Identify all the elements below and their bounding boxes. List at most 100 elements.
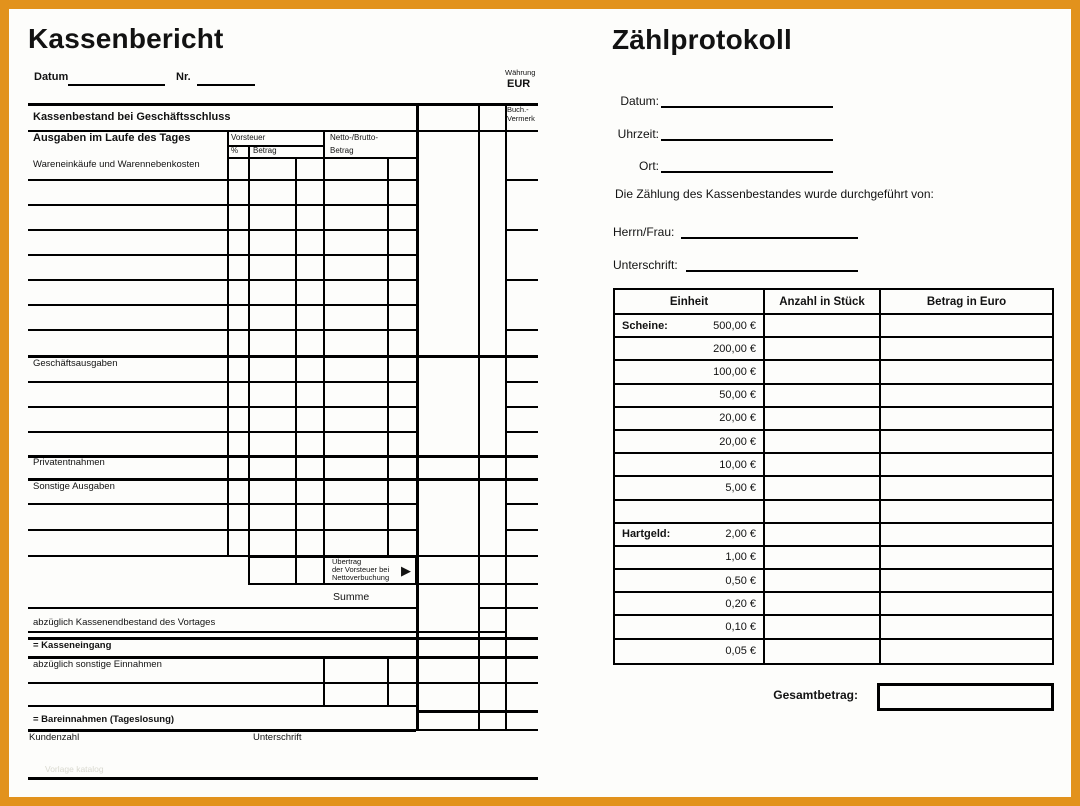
grid-line (478, 607, 538, 609)
grid-line (28, 329, 416, 331)
anzahl-cell (763, 315, 879, 337)
row-summe-label: Summe (333, 591, 370, 603)
row-denomination: 20,00 € (719, 412, 756, 425)
row-kasseneingang-label: = Kasseneingang (33, 640, 112, 651)
gesamtbetrag-box (877, 683, 1054, 711)
zp-uhrzeit-blank-line (661, 139, 833, 141)
table-row: 1,00 € (615, 546, 1052, 571)
grid-line (28, 254, 416, 256)
row-denomination: 2,00 € (725, 528, 756, 541)
grid-line (28, 304, 416, 306)
zp-intro-text: Die Zählung des Kassenbestandes wurde du… (615, 187, 934, 201)
grid-line (28, 204, 416, 206)
grid-line (28, 529, 416, 531)
row-denomination: 1,00 € (725, 551, 756, 564)
kundenzahl-label: Kundenzahl (29, 732, 80, 743)
header-anzahl: Anzahl in Stück (763, 290, 879, 313)
table-row: 50,00 € (615, 384, 1052, 408)
grid-line (28, 705, 416, 707)
anzahl-cell (763, 546, 879, 569)
row-kassenbestand-label: Kassenbestand bei Geschäftsschluss (33, 111, 231, 123)
row-denomination: 50,00 € (719, 389, 756, 402)
grid-line (248, 145, 250, 556)
grid-line (505, 381, 538, 383)
zp-herrnfrau-label: Herrn/Frau: (613, 225, 675, 239)
grid-line (505, 529, 538, 531)
row-denomination: 10,00 € (719, 458, 756, 471)
table-row: 20,00 € (615, 407, 1052, 431)
uebertrag-label-2: der Vorsteuer bei (332, 565, 390, 574)
waehrung-value: EUR (507, 78, 531, 90)
grid-line (478, 103, 480, 731)
grid-line (28, 431, 416, 433)
grid-line (505, 431, 538, 433)
grid-line (28, 478, 538, 481)
zp-unterschrift-label: Unterschrift: (613, 258, 678, 272)
header-einheit: Einheit (669, 295, 709, 308)
grid-line (416, 729, 538, 731)
grid-line (387, 157, 389, 556)
grid-line (28, 229, 416, 231)
buch-vermerk-label-2: Vermerk (507, 114, 535, 123)
grid-line (505, 103, 507, 731)
grid-line (505, 406, 538, 408)
zp-datum-label: Datum: (620, 94, 659, 108)
zp-unterschrift-blank-line (686, 270, 858, 272)
grid-line (28, 381, 416, 383)
uebertrag-label-3: Nettoverbuchung (332, 573, 390, 582)
unterschrift-label: Unterschrift (253, 732, 302, 743)
anzahl-cell (763, 616, 879, 638)
anzahl-cell (763, 454, 879, 476)
kassenbericht-title: Kassenbericht (28, 23, 224, 54)
table-row: Hartgeld: 2,00 € (615, 523, 1052, 547)
grid-line (227, 145, 325, 147)
grid-line (28, 130, 538, 132)
betrag-cell (879, 430, 1052, 453)
row-denomination: 20,00 € (719, 435, 756, 448)
col-vorsteuer-label: Vorsteuer (231, 133, 266, 142)
betrag-cell (879, 454, 1052, 476)
uebertrag-label-1: Übertrag (332, 557, 362, 566)
anzahl-cell (763, 361, 879, 383)
anzahl-cell (763, 570, 879, 592)
row-denomination: 0,05 € (725, 645, 756, 658)
grid-line (323, 130, 325, 583)
row-sonstige-ausgaben-label: Sonstige Ausgaben (33, 481, 115, 492)
counting-table-header: Einheit Anzahl in Stück Betrag in Euro (615, 290, 1052, 315)
grid-line (227, 130, 229, 556)
row-abzueglich-vortag-label: abzüglich Kassenendbestand des Vortages (33, 617, 216, 628)
table-row: 10,00 € (615, 454, 1052, 478)
anzahl-cell (763, 639, 879, 663)
datum-blank-line (68, 84, 165, 86)
grid-line (505, 229, 538, 231)
betrag-cell (879, 361, 1052, 383)
table-row: Scheine: 500,00 € (615, 315, 1052, 339)
table-row: 200,00 € (615, 338, 1052, 362)
betrag-cell (879, 639, 1052, 663)
table-row (615, 500, 1052, 524)
grid-line (28, 729, 416, 732)
grid-line (28, 607, 416, 609)
col-netto-label-1: Netto-/Brutto- (330, 133, 379, 142)
row-group-label: Hartgeld: (622, 528, 671, 541)
row-denomination: 200,00 € (713, 342, 756, 355)
anzahl-cell (763, 430, 879, 453)
grid-line (28, 656, 538, 659)
grid-line (28, 777, 538, 780)
grid-line (28, 682, 538, 684)
betrag-cell (879, 407, 1052, 429)
zp-herrnfrau-blank-line (681, 237, 858, 239)
grid-line (505, 503, 538, 505)
gesamtbetrag-label: Gesamtbetrag: (773, 688, 858, 702)
table-row: 20,00 € (615, 430, 1052, 455)
row-denomination: 0,20 € (725, 597, 756, 610)
table-row: 0,10 € (615, 616, 1052, 640)
nr-blank-line (197, 84, 255, 86)
row-geschaeftsausgaben-label: Geschäftsausgaben (33, 358, 118, 369)
grid-line (28, 355, 538, 358)
anzahl-cell (763, 384, 879, 406)
anzahl-cell (763, 523, 879, 545)
anzahl-cell (763, 407, 879, 429)
grid-line (28, 406, 416, 408)
row-denomination: 0,10 € (725, 621, 756, 634)
